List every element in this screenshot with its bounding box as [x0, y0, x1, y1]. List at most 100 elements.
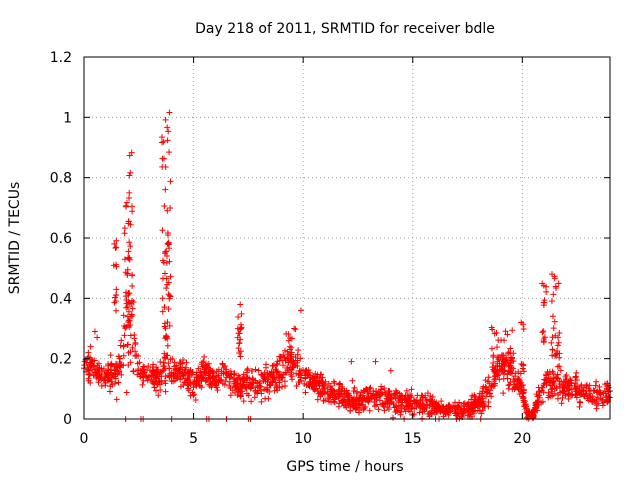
data-point — [177, 366, 184, 373]
data-point — [294, 351, 301, 358]
data-point — [105, 372, 112, 379]
data-point — [549, 271, 556, 278]
data-point — [287, 335, 294, 342]
data-point — [346, 397, 353, 404]
data-point — [151, 378, 158, 385]
data-point — [298, 367, 305, 374]
data-point — [179, 369, 186, 376]
data-point — [123, 199, 130, 206]
data-point — [547, 382, 554, 389]
data-point — [129, 208, 136, 215]
data-point — [293, 370, 300, 377]
data-point — [597, 389, 604, 396]
data-point — [243, 369, 250, 376]
data-point — [163, 259, 170, 266]
data-point — [144, 367, 151, 374]
data-point — [111, 299, 118, 306]
data-point — [509, 327, 516, 334]
x-tick-label: 20 — [513, 431, 531, 447]
data-point — [520, 368, 527, 375]
data-point — [154, 366, 161, 373]
data-point — [539, 384, 546, 391]
data-point — [94, 334, 101, 341]
data-point — [157, 387, 164, 394]
data-point — [196, 373, 203, 380]
data-point — [130, 368, 137, 375]
data-point — [343, 387, 350, 394]
data-point — [166, 109, 173, 116]
data-point — [572, 373, 579, 380]
data-point — [589, 393, 596, 400]
data-point — [548, 388, 555, 395]
data-point — [446, 409, 453, 416]
data-point — [367, 384, 374, 391]
y-tick-label: 0.4 — [50, 291, 72, 307]
data-point — [408, 386, 415, 393]
data-point — [482, 377, 489, 384]
data-point — [482, 383, 489, 390]
data-point — [166, 258, 173, 265]
data-point — [164, 137, 171, 144]
y-tick-label: 1.2 — [50, 50, 72, 66]
data-point — [125, 218, 132, 225]
data-point — [338, 388, 345, 395]
data-point — [343, 402, 350, 409]
data-point — [132, 348, 139, 355]
data-point — [108, 362, 115, 369]
data-point — [159, 308, 166, 315]
data-point — [280, 362, 286, 369]
data-point — [382, 391, 389, 398]
data-point — [454, 412, 461, 419]
data-point — [89, 357, 96, 364]
data-point — [416, 409, 423, 416]
data-point — [248, 368, 255, 375]
data-point — [284, 354, 291, 361]
data-point — [293, 382, 300, 389]
data-point — [491, 370, 498, 377]
data-point — [599, 402, 606, 409]
data-point — [203, 366, 210, 373]
data-point — [257, 387, 264, 394]
data-point — [368, 395, 375, 402]
data-point — [288, 349, 295, 356]
data-point — [140, 377, 147, 384]
data-point — [106, 388, 113, 395]
data-point — [107, 352, 114, 359]
data-point — [553, 350, 560, 357]
data-point — [296, 379, 303, 386]
data-point — [387, 367, 394, 374]
data-point — [235, 372, 242, 379]
chart-title: Day 218 of 2011, SRMTID for receiver bdl… — [195, 21, 495, 37]
data-point — [285, 337, 292, 344]
data-point — [98, 382, 105, 389]
data-point — [163, 333, 170, 340]
data-point — [242, 375, 249, 382]
data-point — [549, 346, 556, 353]
data-point — [218, 368, 225, 375]
data-point — [179, 356, 186, 363]
data-point — [85, 367, 92, 374]
data-point — [303, 367, 310, 374]
data-point — [244, 365, 251, 372]
data-point — [173, 362, 180, 369]
data-point — [132, 341, 139, 348]
data-point — [262, 395, 269, 402]
data-point — [100, 365, 107, 372]
data-point — [556, 330, 563, 337]
data-point — [356, 407, 363, 414]
data-point — [276, 384, 283, 391]
data-point — [543, 283, 550, 290]
data-point — [410, 397, 417, 404]
data-point — [407, 391, 414, 398]
data-point — [403, 387, 410, 394]
data-point — [145, 363, 152, 370]
data-point — [549, 334, 556, 341]
data-point — [156, 381, 163, 388]
data-point — [596, 383, 603, 390]
data-point — [505, 385, 512, 392]
data-point — [508, 366, 515, 373]
data-point — [87, 343, 94, 350]
data-point — [123, 304, 130, 311]
data-point — [603, 393, 610, 400]
